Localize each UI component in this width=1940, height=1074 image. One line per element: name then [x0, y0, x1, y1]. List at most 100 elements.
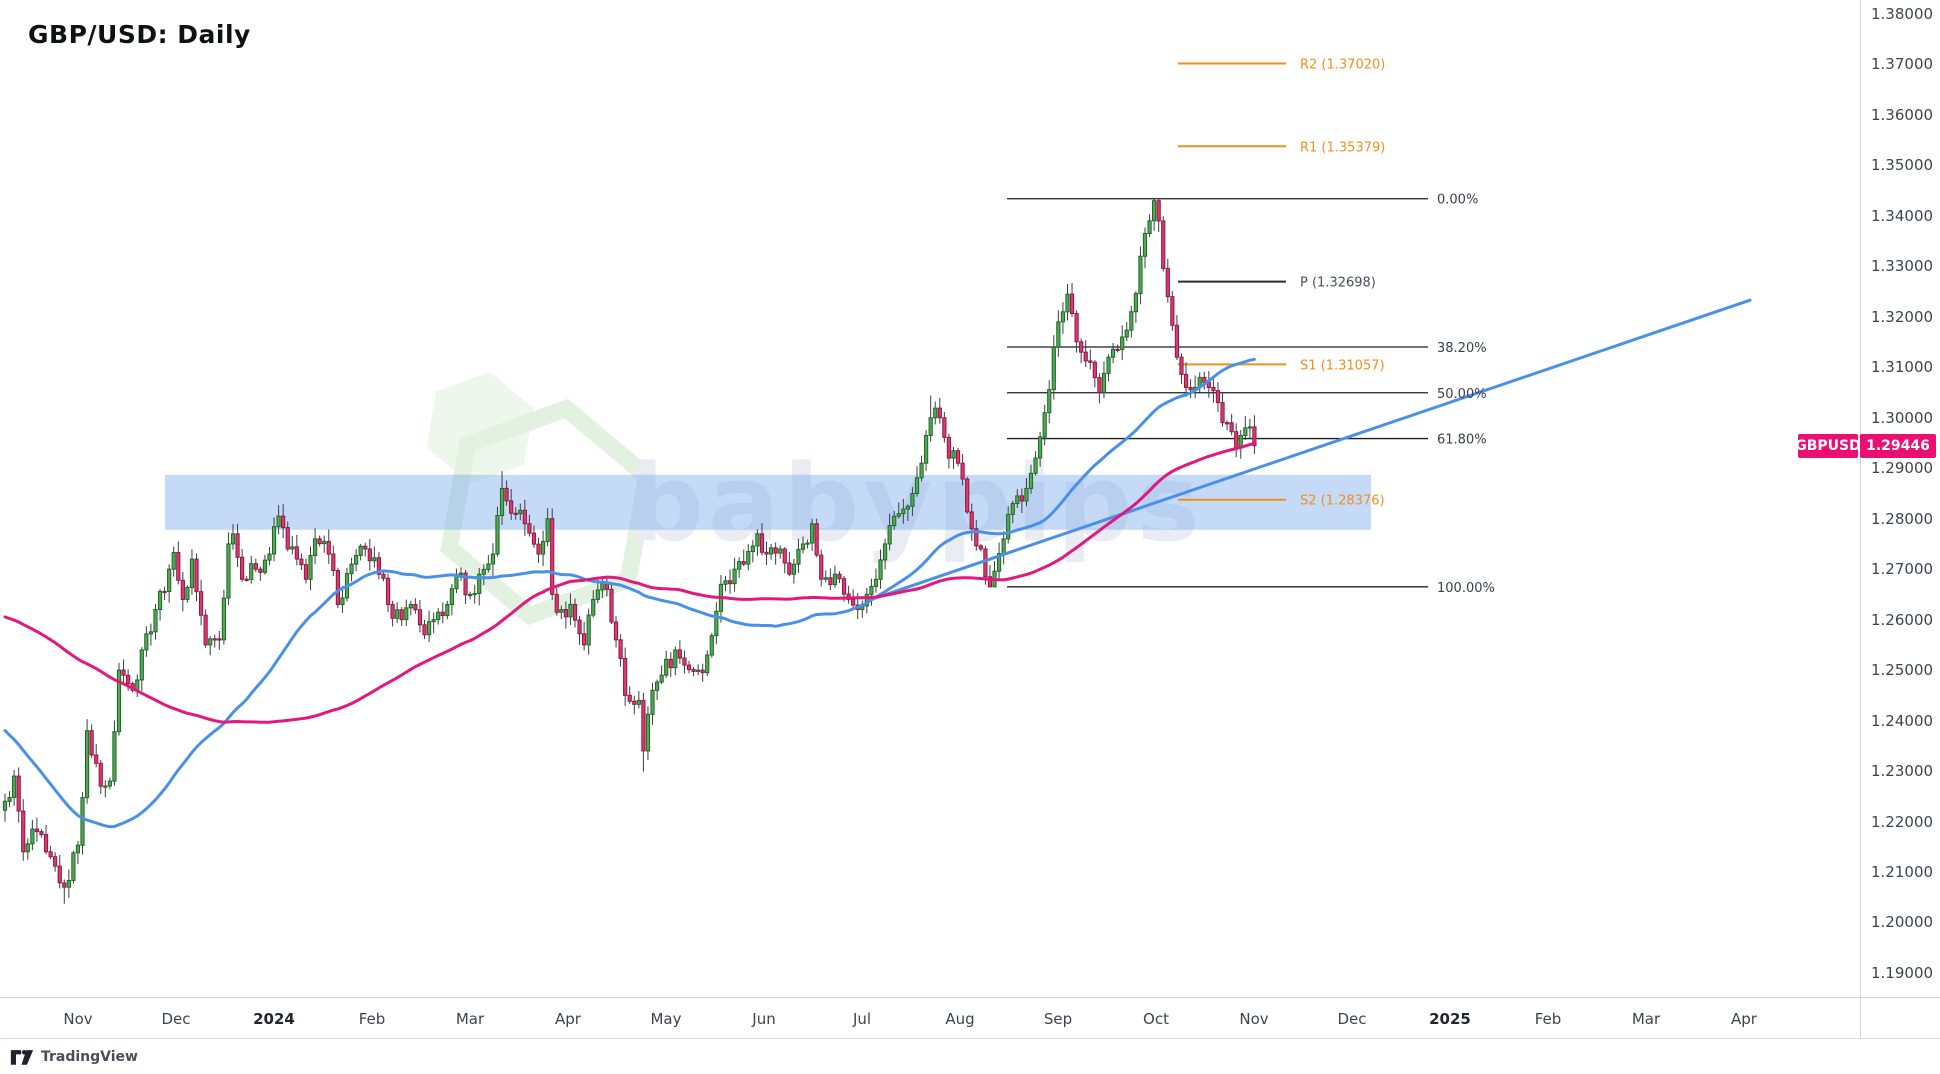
candle-body [1161, 220, 1166, 269]
price-axis[interactable]: 1.38000 1.37000 1.36000 1.35000 1.34000 1.330… [1860, 0, 1940, 997]
candle-body [659, 674, 664, 683]
candle-body [613, 621, 619, 641]
candle-body [996, 553, 1002, 572]
pivot-label: R2 (1.37020) [1300, 57, 1385, 72]
candle-body [75, 844, 81, 854]
candle-body [80, 797, 85, 846]
candle-body [887, 525, 892, 545]
candle-body [664, 658, 669, 676]
price-axis-label: 1.21000 [1871, 862, 1934, 881]
candle-body [572, 603, 578, 621]
candle-body [1247, 426, 1252, 429]
candle-body [1234, 431, 1239, 449]
candle-body [335, 570, 340, 605]
candle-body [139, 649, 144, 681]
candle-body [1024, 487, 1029, 502]
candle-body [778, 548, 783, 554]
candle-body [1028, 472, 1034, 489]
candle-body [103, 785, 108, 788]
candle-body [531, 532, 537, 545]
candle-body [910, 492, 915, 507]
candle-body [837, 573, 842, 580]
candle-body [946, 436, 952, 459]
candle-body [1152, 200, 1157, 222]
fibonacci-retracement-lines[interactable] [1007, 198, 1428, 588]
candle-body [422, 624, 427, 636]
candle-body [924, 434, 929, 464]
candle-body [276, 515, 281, 528]
candle-body [586, 614, 591, 646]
moving-average-100[interactable] [3, 442, 1256, 724]
candle-body [1179, 356, 1184, 375]
candle-body [677, 649, 682, 659]
candle-body [1243, 427, 1248, 437]
candle-body [937, 407, 942, 419]
candle-body [1010, 503, 1015, 515]
candle-body [499, 487, 505, 517]
candle-body [381, 573, 386, 579]
candle-body [1101, 372, 1107, 394]
time-axis[interactable]: Nov Dec 2024 Feb Mar Apr May Jun Jul Aug Sep Oct Nov… [0, 997, 1940, 1039]
candle-body [746, 550, 751, 565]
candle-body [636, 699, 641, 705]
time-axis-label: Oct [1143, 1010, 1169, 1028]
candle-body [919, 462, 924, 479]
candle-body [668, 658, 673, 669]
candle-body [1252, 426, 1257, 447]
price-axis-label: 1.25000 [1871, 661, 1934, 680]
candle-body [417, 609, 423, 626]
candle-body [180, 579, 185, 600]
support-zone-rect[interactable] [165, 474, 1371, 530]
candle-body [1147, 220, 1152, 235]
candle-body [696, 669, 701, 672]
trendline-segment[interactable] [868, 298, 1752, 602]
price-axis-label: 1.30000 [1871, 408, 1934, 427]
support-zone-rectangle[interactable] [165, 474, 1371, 530]
candle-body [1047, 389, 1052, 414]
candle-body [823, 577, 828, 580]
candle-body [645, 713, 651, 752]
price-axis-label: 1.36000 [1871, 105, 1934, 124]
trendline[interactable] [868, 298, 1752, 602]
candle-body [591, 598, 596, 616]
candle-body [928, 417, 933, 436]
pivot-label: S2 (1.28376) [1300, 494, 1385, 509]
candle-body [25, 843, 30, 853]
chart-canvas[interactable]: babypips 0.00%38.20%50.00%61.80%100.00%R… [0, 0, 1860, 997]
candle-body [30, 828, 35, 845]
candle-body [563, 609, 568, 618]
pivot-level-lines[interactable] [1178, 62, 1286, 501]
candle-body [71, 852, 76, 881]
candle-body [162, 590, 167, 594]
chart-plot-area[interactable]: babypips 0.00%38.20%50.00%61.80%100.00%R… [0, 0, 1860, 997]
candle-body [974, 528, 979, 547]
candle-body [609, 588, 614, 623]
tradingview-logo-icon[interactable] [10, 1048, 34, 1066]
candle-body [354, 554, 359, 565]
candle-body [1015, 495, 1020, 505]
candle-body [463, 572, 468, 596]
candle-body [472, 592, 477, 596]
candle-body [700, 669, 705, 674]
candle-body [1097, 377, 1102, 394]
candle-body [1006, 513, 1011, 540]
moving-average-50[interactable] [3, 357, 1256, 829]
candle-body [413, 603, 418, 611]
candle-body [814, 523, 819, 556]
candle-body [1115, 348, 1120, 351]
candle-body [167, 568, 172, 593]
candle-body [618, 639, 623, 659]
tradingview-logo-text[interactable]: TradingView [41, 1049, 138, 1065]
candle-body [1042, 412, 1047, 438]
time-axis-label: Apr [1731, 1010, 1757, 1028]
candle-body [873, 578, 879, 587]
candle-body [750, 545, 755, 552]
candle-body [965, 478, 970, 513]
candle-body [363, 545, 368, 550]
candle-body [1211, 386, 1216, 392]
candle-body [513, 512, 518, 515]
candle-body [559, 609, 564, 613]
candle-body [84, 730, 90, 799]
axis-corner-divider [1860, 998, 1861, 1039]
candle-body [271, 526, 277, 555]
